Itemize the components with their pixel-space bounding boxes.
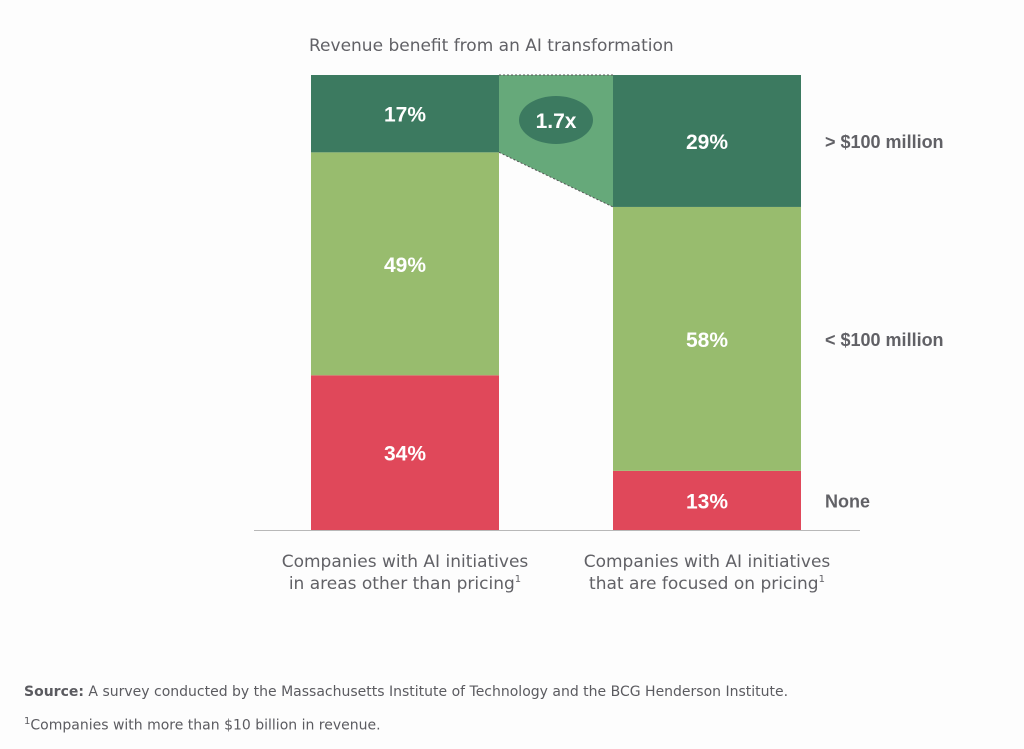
- value-label-1-1: 58%: [686, 329, 728, 352]
- bar-segment-0-2: [311, 75, 499, 153]
- category-label-0-line1: Companies with AI initiatives: [282, 552, 529, 572]
- footnote: 1Companies with more than $10 billion in…: [24, 716, 381, 734]
- category-label-1-line1: Companies with AI initiatives: [584, 552, 831, 572]
- category-footnote-mark-0: 1: [515, 574, 521, 585]
- category-label-0-line2: in areas other than pricing1: [289, 574, 521, 594]
- chart-title: Revenue benefit from an AI transformatio…: [309, 36, 674, 56]
- value-label-0-2: 17%: [384, 104, 426, 127]
- bar-segment-0-1: [311, 152, 499, 376]
- value-label-1-2: 29%: [686, 131, 728, 154]
- category-label-1-line2: that are focused on pricing1: [589, 574, 825, 594]
- footnote-mark: 1: [24, 716, 31, 727]
- comparison-badge: [519, 96, 593, 144]
- bar-segment-1-1: [613, 206, 801, 471]
- bar-segment-1-2: [613, 75, 801, 207]
- source-text: A survey conducted by the Massachusetts …: [83, 684, 789, 700]
- comparison-band-bottom-line: [498, 151, 614, 208]
- category-footnote-mark-1: 1: [819, 574, 825, 585]
- footnote-text: Companies with more than $10 billion in …: [30, 717, 381, 734]
- legend-label-1: < $100 million: [825, 330, 944, 350]
- source-note: Source: A survey conducted by the Massac…: [24, 684, 788, 700]
- comparison-badge-label: 1.7x: [536, 110, 577, 133]
- source-label: Source:: [24, 684, 84, 700]
- legend-label-0: None: [825, 491, 870, 511]
- bar-segment-1-0: [613, 470, 801, 530]
- bar-segment-0-0: [311, 375, 499, 530]
- legend-label-2: > $100 million: [825, 132, 944, 152]
- value-label-0-0: 34%: [384, 443, 426, 466]
- value-label-0-1: 49%: [384, 254, 426, 277]
- value-label-1-0: 13%: [686, 490, 728, 513]
